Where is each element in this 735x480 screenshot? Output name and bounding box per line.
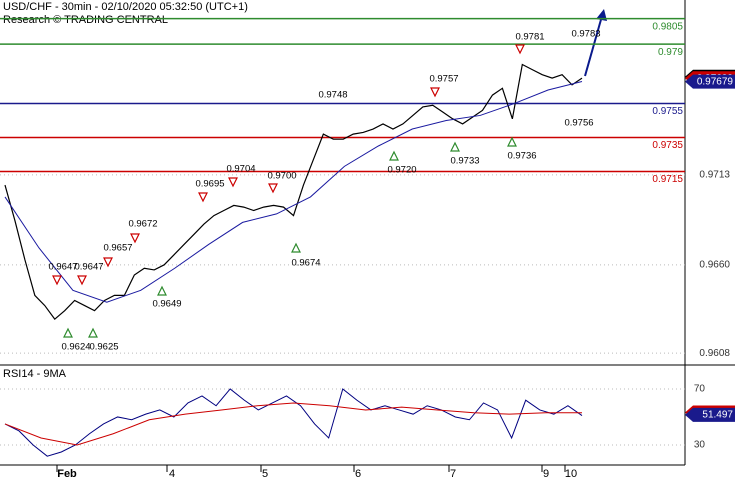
y-tick-label: 30 xyxy=(694,440,706,451)
price-box-label: 0.97679 xyxy=(697,76,734,87)
level-label: 0.9715 xyxy=(652,174,683,185)
pivot-label: 0.9647 xyxy=(74,262,103,273)
rsi-value-label: 51.497 xyxy=(702,410,733,421)
series-line xyxy=(4,63,583,321)
pivot-label: 0.9757 xyxy=(429,74,458,85)
pivot-label: 0.9674 xyxy=(291,258,320,269)
pivot-label: 0.9781 xyxy=(515,32,544,43)
pivot-marker xyxy=(268,183,278,194)
pivot-label: 0.9657 xyxy=(103,243,132,254)
pivot-marker xyxy=(88,327,98,338)
rsi-value-box xyxy=(685,407,735,422)
pivot-label: 0.9625 xyxy=(89,342,118,353)
pivot-label: 0.9783 xyxy=(571,29,600,40)
forecast-arrow xyxy=(584,15,603,77)
x-tick-label: 7 xyxy=(450,468,456,480)
chart-subtitle: Research © TRADING CENTRAL xyxy=(3,14,168,26)
rsi-title: RSI14 - 9MA xyxy=(3,368,67,380)
pivot-marker xyxy=(228,177,238,188)
pivot-label: 0.9647 xyxy=(48,262,77,273)
pivot-marker xyxy=(103,257,113,268)
level-label: 0.9805 xyxy=(652,21,683,32)
x-tick-label: 5 xyxy=(262,468,268,480)
y-tick-label: 0.9713 xyxy=(699,170,730,181)
pivot-marker xyxy=(198,192,208,203)
pivot-label: 0.9748 xyxy=(318,90,347,101)
pivot-marker xyxy=(52,275,62,286)
pivot-label: 0.9695 xyxy=(195,179,224,190)
x-tick-label: 4 xyxy=(169,468,175,480)
level-label: 0.9755 xyxy=(652,106,683,117)
pivot-label: 0.9672 xyxy=(128,219,157,230)
series-line xyxy=(4,388,583,457)
pivot-marker xyxy=(291,242,301,253)
pivot-marker xyxy=(157,285,167,296)
pivot-marker xyxy=(130,233,140,244)
x-tick-label: Feb xyxy=(57,468,77,480)
pivot-label: 0.9756 xyxy=(564,118,593,129)
pivot-marker xyxy=(450,141,460,152)
y-tick-label: 70 xyxy=(694,384,706,395)
series-line xyxy=(4,81,583,303)
pivot-label: 0.9649 xyxy=(152,299,181,310)
level-label: 0.979 xyxy=(658,47,683,58)
y-tick-label: 0.9608 xyxy=(699,348,730,359)
x-tick-label: 9 xyxy=(543,468,549,480)
y-tick-label: 0.9660 xyxy=(699,259,730,270)
pivot-label: 0.9736 xyxy=(507,151,536,162)
level-label: 0.9735 xyxy=(652,140,683,151)
pivot-marker xyxy=(430,87,440,98)
pivot-marker xyxy=(507,136,517,147)
pivot-marker xyxy=(515,44,525,55)
series-line xyxy=(4,402,582,446)
pivot-label: 0.9720 xyxy=(387,165,416,176)
x-tick-label: 10 xyxy=(565,468,577,480)
pivot-label: 0.9624 xyxy=(61,342,90,353)
pivot-label: 0.9704 xyxy=(226,164,255,175)
pivot-marker xyxy=(389,150,399,161)
price-box xyxy=(685,74,735,89)
x-tick-label: 6 xyxy=(355,468,361,480)
pivot-label: 0.9700 xyxy=(267,171,296,182)
chart-title: USD/CHF - 30min - 02/10/2020 05:32:50 (U… xyxy=(3,1,248,13)
pivot-label: 0.9733 xyxy=(450,156,479,167)
pivot-marker xyxy=(77,275,87,286)
pivot-marker xyxy=(63,327,73,338)
